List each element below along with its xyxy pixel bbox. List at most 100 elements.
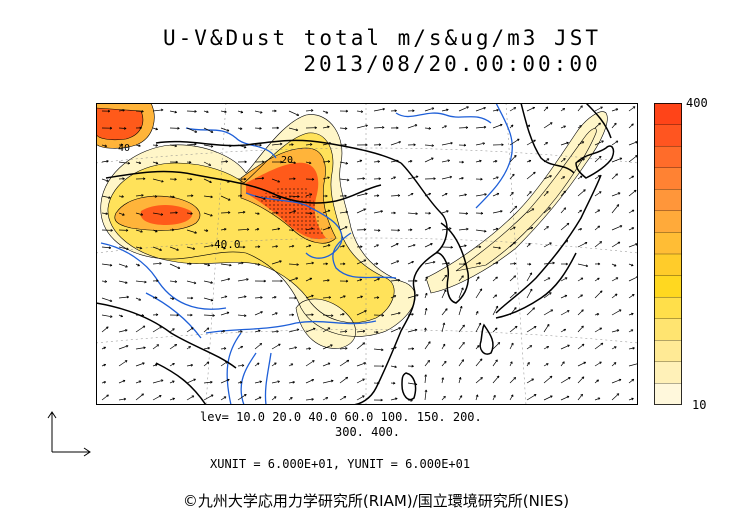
- wind-arrow: [220, 212, 231, 214]
- wind-arrow-head: [189, 346, 191, 349]
- wind-arrow-head: [616, 277, 619, 280]
- wind-arrow: [152, 229, 158, 233]
- wind-arrow-head: [329, 142, 332, 145]
- wind-arrow: [441, 176, 452, 180]
- wind-arrow-head: [189, 179, 193, 181]
- wind-arrow-head: [293, 178, 296, 181]
- wind-arrow: [101, 394, 109, 401]
- wind-arrow: [577, 242, 588, 248]
- wind-arrow-head: [443, 322, 446, 326]
- wind-arrow-head: [414, 384, 418, 386]
- wind-arrow: [526, 272, 533, 282]
- wind-arrow-head: [631, 398, 634, 401]
- wind-arrow-head: [157, 344, 160, 347]
- wind-arrow-head: [567, 344, 570, 348]
- wind-arrow: [407, 176, 419, 180]
- wind-arrow-head: [278, 343, 281, 347]
- wind-arrow: [628, 378, 635, 384]
- wind-arrow-head: [228, 212, 231, 214]
- wind-arrow: [526, 307, 535, 316]
- wind-arrow-head: [139, 248, 142, 250]
- wind-arrow: [305, 398, 314, 401]
- wind-arrow: [543, 262, 555, 265]
- wind-arrow: [577, 158, 585, 163]
- wind-arrow: [492, 124, 503, 129]
- wind-arrow-head: [104, 381, 107, 384]
- wind-arrow-head: [274, 296, 277, 299]
- wind-arrow: [628, 313, 634, 316]
- wind-arrow: [135, 297, 141, 301]
- wind-arrow: [407, 124, 418, 129]
- wind-arrow: [475, 107, 486, 112]
- wind-arrow-head: [192, 395, 195, 398]
- wind-arrow: [356, 330, 366, 333]
- wind-arrow: [186, 364, 193, 367]
- wind-arrow-head: [633, 106, 636, 109]
- wind-arrow: [339, 226, 348, 231]
- wind-arrow: [220, 246, 226, 250]
- wind-arrow-head: [156, 280, 159, 283]
- wind-arrow: [543, 242, 552, 248]
- wind-arrow-head: [433, 178, 436, 181]
- wind-arrow-head: [565, 295, 568, 298]
- wind-arrow: [118, 127, 127, 129]
- wind-arrow: [203, 347, 210, 350]
- wind-arrow: [543, 158, 550, 163]
- wind-arrow-head: [396, 127, 399, 130]
- wind-arrow: [543, 175, 552, 180]
- wind-arrow: [203, 212, 213, 217]
- wind-arrow-head: [107, 110, 111, 113]
- wind-arrow: [492, 294, 497, 299]
- reference-vector-icon: [47, 411, 91, 457]
- wind-arrow-head: [311, 398, 314, 401]
- wind-arrow: [509, 191, 514, 197]
- wind-arrow: [594, 191, 602, 197]
- wind-arrow-head: [275, 362, 277, 366]
- wind-arrow-head: [582, 325, 584, 329]
- wind-arrow: [322, 227, 331, 231]
- wind-arrow-head: [141, 194, 144, 197]
- wind-arrow: [458, 212, 468, 214]
- wind-arrow: [322, 344, 333, 350]
- wind-arrow: [220, 295, 228, 299]
- wind-arrow: [118, 161, 130, 164]
- wind-arrow-head: [310, 193, 313, 196]
- wind-arrow-head: [550, 122, 553, 125]
- wind-arrow-head: [246, 278, 249, 281]
- wind-arrow-head: [125, 282, 128, 284]
- wind-arrow-head: [380, 399, 383, 402]
- wind-arrow-head: [550, 175, 552, 178]
- wind-arrow: [441, 377, 444, 384]
- wind-arrow: [577, 294, 583, 299]
- wind-arrow: [611, 204, 620, 214]
- wind-arrow-head: [584, 362, 586, 365]
- wind-arrow-head: [328, 227, 331, 230]
- wind-arrow: [322, 296, 331, 299]
- wind-arrow-head: [481, 377, 483, 380]
- wind-arrow-head: [597, 379, 599, 383]
- wind-arrow: [254, 263, 260, 266]
- wind-arrow-head: [139, 380, 142, 384]
- wind-arrow-head: [377, 278, 380, 281]
- wind-arrow: [186, 212, 193, 215]
- wind-arrow: [305, 262, 314, 265]
- wind-arrow-head: [143, 178, 146, 181]
- wind-arrow: [458, 194, 467, 197]
- wind-arrow-head: [463, 144, 467, 147]
- wind-arrow-head: [552, 262, 555, 265]
- wind-arrow: [322, 176, 330, 180]
- wind-arrow-head: [345, 280, 349, 283]
- wind-arrow: [526, 394, 537, 401]
- wind-arrow-head: [618, 241, 621, 245]
- wind-arrow: [390, 346, 397, 350]
- wind-arrow: [509, 275, 516, 282]
- wind-arrow: [220, 161, 228, 163]
- wind-arrow-head: [547, 226, 549, 229]
- wind-arrow: [135, 314, 144, 316]
- wind-arrow: [441, 395, 446, 401]
- wind-arrow-head: [142, 393, 144, 396]
- wind-arrow-head: [362, 178, 365, 180]
- wind-arrow: [560, 294, 568, 299]
- wind-arrow-head: [534, 394, 537, 397]
- wind-arrow-head: [225, 361, 228, 364]
